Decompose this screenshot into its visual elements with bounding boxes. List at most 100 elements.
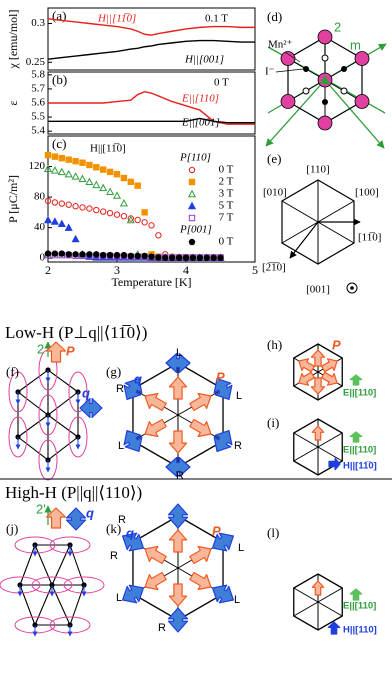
polarization-arrow bbox=[321, 371, 338, 386]
legend-label: 2 T bbox=[219, 176, 234, 188]
direction-label: [110] bbox=[306, 164, 329, 176]
y-axis-label: ε bbox=[6, 100, 20, 105]
data-point bbox=[58, 200, 65, 207]
mirror-line bbox=[265, 79, 326, 147]
data-point bbox=[50, 166, 59, 174]
data-point bbox=[92, 180, 101, 189]
data-point bbox=[51, 153, 59, 160]
annotation: H||[11̅0] bbox=[90, 143, 126, 155]
data-point bbox=[196, 254, 204, 261]
q-label: q bbox=[126, 525, 134, 540]
field-label: H||[110] bbox=[343, 625, 377, 636]
polarization-label: P bbox=[66, 343, 75, 358]
polarization-arrow bbox=[45, 341, 67, 363]
data-point bbox=[120, 251, 128, 259]
data-point bbox=[134, 182, 141, 189]
y-tick-label: 80 bbox=[34, 191, 46, 203]
data-point bbox=[217, 254, 224, 261]
polarization-arrow bbox=[298, 371, 315, 386]
q-label: q bbox=[82, 385, 90, 400]
data-point bbox=[182, 254, 190, 261]
polarization-arrow bbox=[168, 529, 188, 553]
data-point bbox=[51, 250, 59, 257]
field-label: E||[110] bbox=[343, 388, 376, 399]
legend-marker bbox=[188, 214, 196, 222]
data-line bbox=[48, 90, 255, 125]
legend-marker bbox=[188, 166, 196, 174]
series-label: E||[001] bbox=[181, 117, 220, 129]
y-tick-label: 0.25 bbox=[26, 56, 46, 68]
data-point bbox=[162, 254, 169, 261]
data-point bbox=[106, 251, 114, 259]
data-point bbox=[155, 232, 162, 239]
chirality-label: L bbox=[236, 390, 242, 402]
data-line bbox=[48, 117, 255, 124]
data-point bbox=[100, 251, 107, 259]
chirality-label: R bbox=[116, 383, 124, 395]
data-point bbox=[93, 164, 100, 171]
q-arrow bbox=[167, 503, 189, 529]
data-point bbox=[112, 191, 122, 199]
polarization-label: P bbox=[216, 369, 225, 384]
data-point bbox=[64, 169, 73, 178]
pointer bbox=[284, 51, 301, 63]
y-axis-label: χ [emu/mol] bbox=[6, 10, 20, 70]
iodine-upper bbox=[302, 54, 348, 95]
direction-label: [001] bbox=[306, 284, 330, 296]
chirality-label: L bbox=[238, 542, 244, 554]
polarization-arrow bbox=[310, 349, 326, 367]
panel-label: (k) bbox=[106, 521, 121, 536]
data-point bbox=[141, 219, 148, 226]
data-point bbox=[72, 158, 79, 165]
mn-ion bbox=[317, 29, 333, 45]
legend-marker bbox=[188, 178, 196, 186]
data-point bbox=[189, 254, 197, 261]
direction-arrow bbox=[289, 221, 319, 259]
field-label: E||[110] bbox=[343, 445, 376, 456]
data-point bbox=[86, 161, 93, 169]
legend-label: 5 T bbox=[219, 200, 234, 212]
series-label: H||[11̅0] bbox=[97, 13, 136, 25]
polarization-arrow bbox=[189, 571, 212, 591]
data-point bbox=[93, 251, 100, 258]
iodine bbox=[302, 87, 310, 95]
data-point bbox=[79, 204, 86, 211]
mn-ion bbox=[354, 94, 370, 109]
chirality-label: R bbox=[158, 622, 166, 634]
iodine bbox=[322, 99, 328, 105]
polarization-arrow bbox=[189, 545, 212, 565]
charts: (a)χ [emu/mol] 0.250.3 0.1 TH||[11̅0]H||[0… bbox=[6, 7, 258, 289]
spiral-ellipse bbox=[8, 371, 28, 413]
data-point bbox=[120, 212, 128, 220]
polarization-arrow bbox=[310, 377, 326, 395]
plot-frame bbox=[47, 135, 256, 263]
data-point bbox=[141, 252, 148, 260]
data-point bbox=[93, 206, 100, 214]
out-of-plane-symbol bbox=[346, 282, 358, 294]
data-point bbox=[106, 187, 115, 195]
data-point bbox=[57, 219, 66, 228]
q-arrow bbox=[121, 532, 144, 552]
chart-panel: (b) ε 5.4 5.5 5.6 5.7 5.8 0 T E||[110] E||[001] bbox=[6, 68, 256, 137]
q-label: q bbox=[134, 371, 142, 386]
series-label: H||[001] bbox=[184, 54, 224, 66]
y-tick-label: 5.6 bbox=[31, 97, 45, 109]
data-point bbox=[78, 174, 87, 182]
q-label: q bbox=[86, 505, 94, 520]
data-point bbox=[51, 199, 59, 206]
panel-label: (i) bbox=[267, 415, 279, 430]
iodine bbox=[303, 66, 309, 72]
mn-ion bbox=[280, 94, 296, 109]
legend-title: P[001] bbox=[179, 224, 212, 236]
y-tick-label: 5.4 bbox=[31, 125, 45, 137]
three-fold-symbol bbox=[320, 75, 330, 84]
polarization-arrow bbox=[144, 418, 167, 438]
panel-label: (b) bbox=[52, 72, 67, 87]
data-point bbox=[58, 250, 65, 257]
panel-label: (d) bbox=[267, 9, 282, 24]
q-arrow bbox=[213, 430, 233, 452]
data-point bbox=[43, 215, 53, 224]
data-point bbox=[65, 201, 72, 208]
field-arrow bbox=[349, 374, 363, 386]
